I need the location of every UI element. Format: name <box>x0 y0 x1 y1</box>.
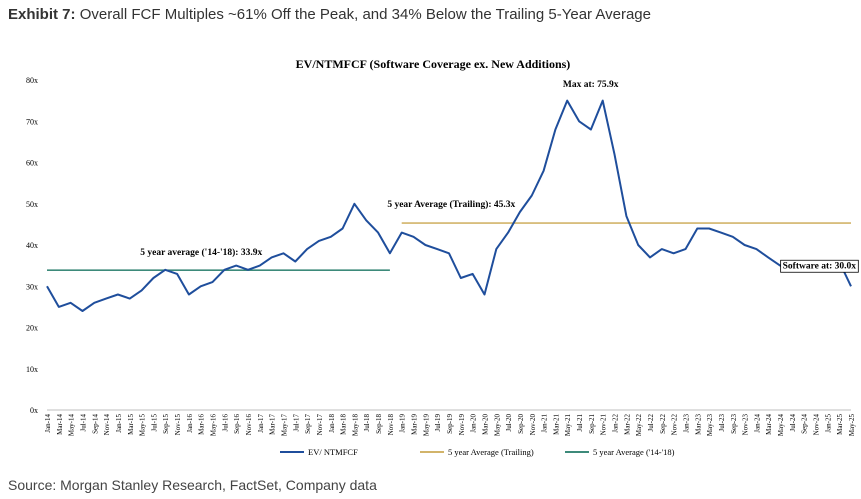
exhibit-label: Exhibit 7: <box>8 6 76 23</box>
annotation-label: 5 year average ('14-'18): 33.9x <box>140 247 262 258</box>
y-tick-label: 20x <box>26 324 38 333</box>
x-tick-label: Jan-25 <box>824 414 832 433</box>
x-tick-label: May-20 <box>493 414 501 437</box>
x-tick-label: Sep-21 <box>588 414 596 434</box>
x-tick-label: May-25 <box>848 414 856 437</box>
x-tick-label: May-23 <box>706 414 714 437</box>
x-tick-label: Jul-22 <box>647 414 655 432</box>
x-tick-label: Jul-23 <box>718 414 726 432</box>
x-tick-label: Jul-16 <box>221 414 229 432</box>
x-tick-label: Jan-20 <box>470 414 478 433</box>
legend: EV/ NTMFCF 5 year Average (Trailing) 5 yea… <box>280 447 675 457</box>
x-tick-label: Nov-22 <box>671 414 679 436</box>
annotation-box <box>780 259 859 273</box>
x-tick-label: Mar-16 <box>198 414 206 435</box>
y-axis: 0x 10x 20x 30x 40x 50x 60x 70x 80x <box>26 76 38 415</box>
x-tick-label: Jul-19 <box>434 414 442 432</box>
x-tick-label: Sep-24 <box>801 414 809 434</box>
x-tick-label: Mar-19 <box>411 414 419 435</box>
legend-item-2014-2018-average-label: 5 year Average ('14-'18) <box>593 447 675 457</box>
legend-item-trailing-average-label: 5 year Average (Trailing) <box>448 447 534 457</box>
x-tick-label: Nov-16 <box>245 414 253 436</box>
y-tick-label: 50x <box>26 200 38 209</box>
x-tick-label: Jan-21 <box>541 414 549 433</box>
exhibit-title-text: Overall FCF Multiples ~61% Off the Peak,… <box>79 6 651 23</box>
source-note: Source: Morgan Stanley Research, FactSet… <box>8 477 377 493</box>
x-tick-label: May-22 <box>635 414 643 437</box>
x-tick-label: May-17 <box>280 414 288 437</box>
x-tick-label: Jan-17 <box>257 414 265 433</box>
x-tick-label: Jan-14 <box>44 414 52 433</box>
x-tick-label: Jan-19 <box>399 414 407 433</box>
y-tick-label: 40x <box>26 241 38 250</box>
x-tick-label: Mar-24 <box>765 414 773 435</box>
x-tick-label: Nov-17 <box>316 414 324 436</box>
x-tick-label: Mar-25 <box>836 414 844 435</box>
x-tick-label: May-19 <box>422 414 430 437</box>
x-tick-label: Mar-22 <box>623 414 631 435</box>
x-tick-label: Jan-23 <box>682 414 690 433</box>
x-tick-label: Nov-21 <box>600 414 608 436</box>
y-tick-label: 0x <box>30 406 38 415</box>
x-tick-label: Nov-23 <box>742 414 750 436</box>
x-tick-label: Jan-15 <box>115 414 123 433</box>
x-tick-label: Jan-22 <box>612 414 620 433</box>
y-tick-label: 70x <box>26 117 38 126</box>
x-tick-label: Jan-18 <box>328 414 336 433</box>
x-tick-label: Nov-18 <box>387 414 395 436</box>
x-tick-label: Jul-17 <box>292 414 300 432</box>
x-tick-label: Sep-15 <box>162 414 170 434</box>
series-layer <box>46 99 852 312</box>
y-tick-label: 10x <box>26 365 38 374</box>
x-tick-label: Mar-23 <box>694 414 702 435</box>
x-tick-label: Jul-15 <box>150 414 158 432</box>
x-tick-label: Sep-16 <box>233 414 241 434</box>
x-tick-label: May-24 <box>777 414 785 437</box>
x-tick-label: Sep-20 <box>517 414 525 434</box>
x-tick-label: Jul-14 <box>79 414 87 432</box>
y-tick-label: 80x <box>26 76 38 85</box>
fcf-multiple-chart: EV/NTMFCF (Software Coverage ex. New Add… <box>26 57 859 457</box>
annotation-label: Software at: 30.0x <box>783 261 857 271</box>
x-tick-label: May-14 <box>68 414 76 437</box>
x-tick-label: Sep-17 <box>304 414 312 434</box>
x-tick-label: Mar-18 <box>340 414 348 435</box>
chart-title: EV/NTMFCF (Software Coverage ex. New Add… <box>296 57 571 71</box>
x-tick-label: May-16 <box>210 414 218 437</box>
x-tick-label: Mar-20 <box>481 414 489 435</box>
annotation-layer: 5 year average ('14-'18): 33.9x 5 year Av… <box>140 80 859 273</box>
x-tick-label: Nov-15 <box>174 414 182 436</box>
x-tick-label: Mar-17 <box>269 414 277 435</box>
x-tick-label: Jul-24 <box>789 414 797 432</box>
x-tick-label: Sep-22 <box>659 414 667 434</box>
exhibit-title: Exhibit 7: Overall FCF Multiples ~61% Of… <box>8 6 651 23</box>
series-ev-ntmfcf-line <box>46 99 852 312</box>
x-tick-label: Jan-16 <box>186 414 194 433</box>
annotation-label: Max at: 75.9x <box>563 80 619 90</box>
x-axis: Jan-14 Mar-14 May-14 Jul-14 Sep-14 Nov-14 Jan-… <box>44 409 856 437</box>
y-tick-label: 30x <box>26 282 38 291</box>
legend-item-ev-ntmfcf-label: EV/ NTMFCF <box>308 447 358 457</box>
annotation-label: 5 year Average (Trailing): 45.3x <box>387 199 515 210</box>
x-tick-label: Sep-14 <box>91 414 99 434</box>
x-tick-label: Nov-14 <box>103 414 111 436</box>
x-tick-label: Nov-19 <box>458 414 466 436</box>
x-tick-label: May-18 <box>351 414 359 437</box>
x-tick-label: May-15 <box>139 414 147 437</box>
x-tick-label: Nov-24 <box>813 414 821 436</box>
x-tick-label: Sep-19 <box>446 414 454 434</box>
x-tick-label: May-21 <box>564 414 572 437</box>
y-tick-label: 60x <box>26 159 38 168</box>
x-tick-label: Jul-20 <box>505 414 513 432</box>
x-tick-label: Jul-18 <box>363 414 371 432</box>
x-tick-label: Mar-15 <box>127 414 135 435</box>
x-tick-label: Nov-20 <box>529 414 537 436</box>
x-tick-label: Mar-14 <box>56 414 64 435</box>
x-tick-label: Sep-23 <box>730 414 738 434</box>
x-tick-label: Jul-21 <box>576 414 584 432</box>
x-tick-label: Sep-18 <box>375 414 383 434</box>
x-tick-label: Mar-21 <box>552 414 560 435</box>
x-tick-label: Jan-24 <box>753 414 761 433</box>
